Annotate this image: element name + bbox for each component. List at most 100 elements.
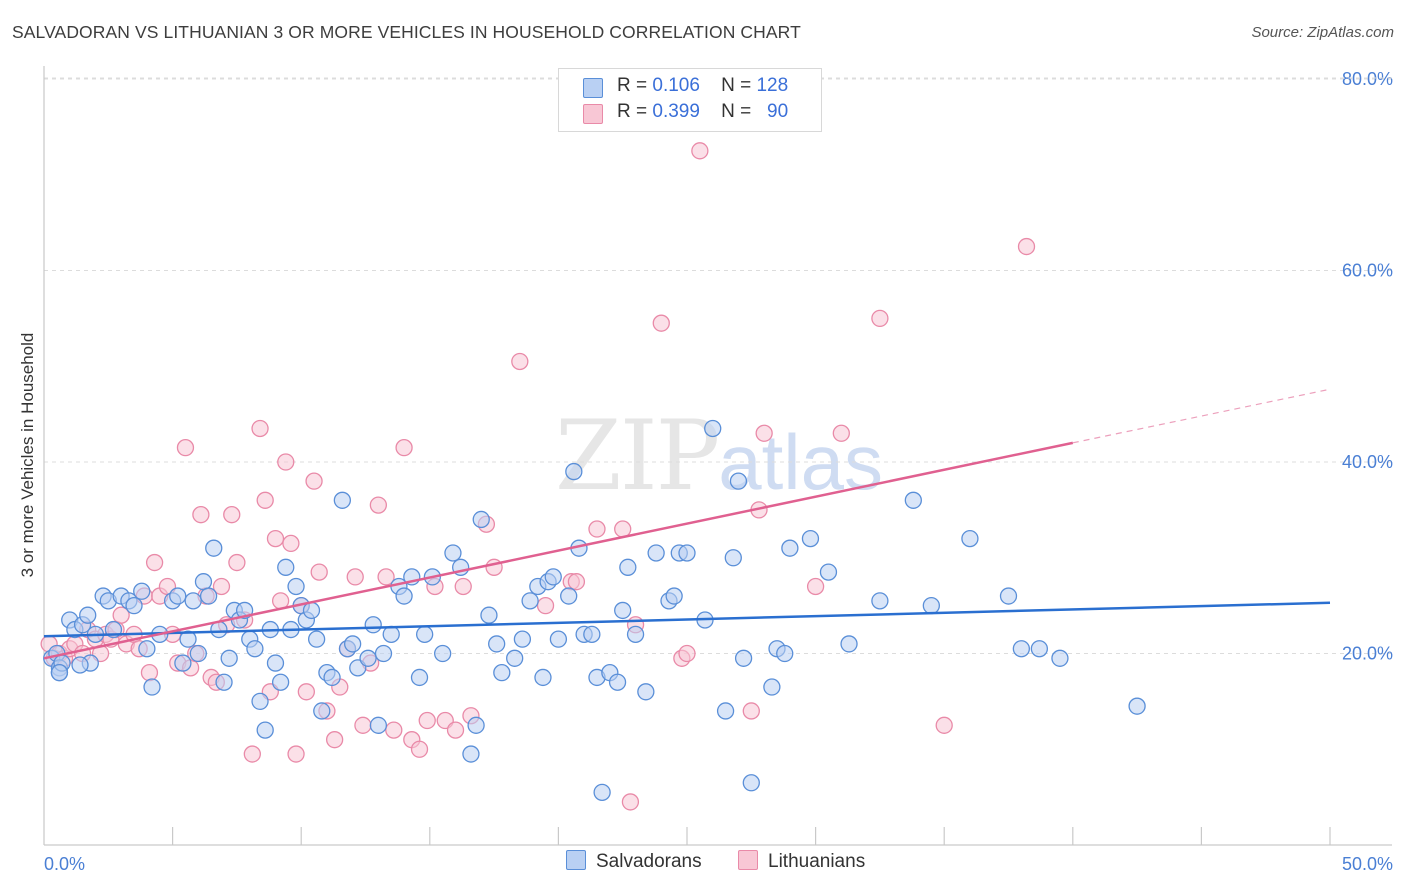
lithuanian-point — [806, 577, 825, 596]
lithuanian-point — [297, 683, 315, 701]
salvadoran-point — [364, 616, 382, 634]
lithuanian-point — [871, 309, 889, 328]
lithuanian-point — [212, 577, 231, 596]
y-tick-label: 60.0% — [1342, 261, 1393, 281]
salvadoran-point — [71, 656, 89, 674]
salvadoran-point — [199, 587, 218, 605]
salvadoran-point — [467, 716, 485, 734]
y-tick-label: 20.0% — [1342, 644, 1393, 664]
salvadoran-point — [781, 539, 799, 557]
salvadoran-point — [251, 692, 269, 711]
salvadoran-point — [133, 582, 151, 600]
salvadoran-point — [734, 649, 753, 667]
chart-title: SALVADORAN VS LITHUANIAN 3 OR MORE VEHIC… — [12, 22, 801, 42]
salvadoran-point — [395, 587, 413, 605]
salvadorans-r-label: R = — [617, 75, 648, 96]
salvadoran-point — [840, 635, 858, 653]
salvadoran-point — [184, 592, 202, 610]
salvadoran-point — [277, 558, 295, 576]
salvadoran-point — [138, 640, 156, 658]
lithuanian-point — [346, 568, 364, 586]
salvadoran-point — [1128, 697, 1146, 715]
salvadoran-point — [665, 587, 683, 605]
lithuanians-trend-line-extension — [1072, 388, 1331, 444]
salvadoran-point — [174, 654, 192, 672]
salvadoran-point — [382, 625, 400, 643]
salvadoran-point — [50, 664, 69, 682]
salvadoran-point — [444, 544, 462, 562]
salvadoran-point — [307, 630, 326, 648]
watermark-zip: ZIP — [555, 400, 720, 512]
salvadoran-point — [593, 783, 611, 801]
salvadoran-point — [179, 630, 197, 648]
salvadoran-point — [763, 678, 781, 696]
lithuanian-point — [354, 716, 372, 734]
salvadoran-point — [999, 587, 1018, 605]
lithuanian-point — [369, 496, 388, 514]
lithuanian-point — [755, 424, 773, 442]
lithuanian-point — [223, 506, 241, 524]
lithuanian-point — [277, 453, 295, 471]
lithuanians-trend-line — [43, 441, 1074, 660]
salvadoran-point — [333, 491, 352, 509]
lithuanian-point — [176, 438, 195, 457]
lithuanian-point — [621, 793, 640, 811]
lithuanian-point — [266, 529, 285, 548]
lithuanian-point — [935, 716, 953, 734]
legend-item-salvadorans: Salvadorans — [566, 850, 702, 873]
salvadorans-r-value: 0.106 — [652, 75, 700, 96]
salvadoran-point — [374, 644, 393, 663]
lithuanian-point — [410, 740, 429, 758]
lithuanian-point — [652, 314, 670, 332]
salvadoran-point — [169, 587, 187, 605]
salvadoran-point — [79, 606, 97, 624]
lithuanian-point — [325, 731, 344, 749]
salvadoran-point — [323, 668, 341, 687]
salvadoran-point — [220, 649, 238, 667]
salvadoran-point — [256, 721, 274, 739]
x-tick-label-right: 50.0% — [1342, 854, 1393, 874]
y-tick-label: 80.0% — [1342, 69, 1393, 89]
salvadoran-point — [583, 625, 601, 643]
lithuanian-point — [287, 745, 305, 763]
salvadorans-swatch — [583, 78, 603, 98]
salvadoran-point — [544, 568, 562, 586]
salvadoran-point — [416, 625, 434, 643]
salvadoran-point — [565, 462, 583, 481]
salvadoran-point — [506, 649, 524, 667]
lithuanian-point — [385, 721, 403, 739]
lithuanian-point — [678, 644, 696, 663]
salvadoran-point — [560, 587, 578, 605]
y-axis-label: 3 or more Vehicles in Household — [18, 332, 37, 578]
lithuanian-point — [588, 520, 606, 538]
salvadoran-point — [1030, 640, 1049, 658]
salvadoran-point — [287, 577, 305, 596]
salvadoran-point — [462, 745, 480, 763]
source-label: Source: ZipAtlas.com — [1251, 24, 1394, 41]
lithuanian-point — [256, 491, 274, 509]
salvadoran-point — [619, 558, 637, 576]
lithuanian-point — [536, 596, 555, 615]
lithuanian-point — [140, 664, 159, 682]
salvadoran-point — [776, 644, 794, 663]
salvadoran-point — [472, 510, 490, 529]
salvadorans-n-value: 128 — [756, 75, 789, 96]
lithuanian-point — [691, 142, 709, 160]
salvadoran-point — [194, 573, 213, 591]
salvadoran-point — [549, 630, 568, 648]
salvadoran-point — [215, 673, 233, 691]
salvadoran-point — [521, 592, 539, 610]
salvadoran-point — [904, 491, 922, 509]
salvadoran-point — [359, 649, 377, 667]
salvadoran-point — [637, 683, 655, 701]
lithuanian-point — [1017, 237, 1036, 256]
lithuanians-swatch — [583, 104, 603, 124]
lithuanians-r-value: 0.399 — [652, 101, 700, 122]
salvadoran-point — [534, 668, 552, 687]
salvadoran-point — [125, 596, 143, 615]
salvadoran-point — [1051, 649, 1069, 667]
legend-salvadorans-label: Salvadorans — [596, 851, 702, 872]
salvadoran-point — [488, 635, 506, 653]
x-tick-label-left: 0.0% — [44, 854, 85, 874]
salvadoran-point — [493, 664, 511, 682]
